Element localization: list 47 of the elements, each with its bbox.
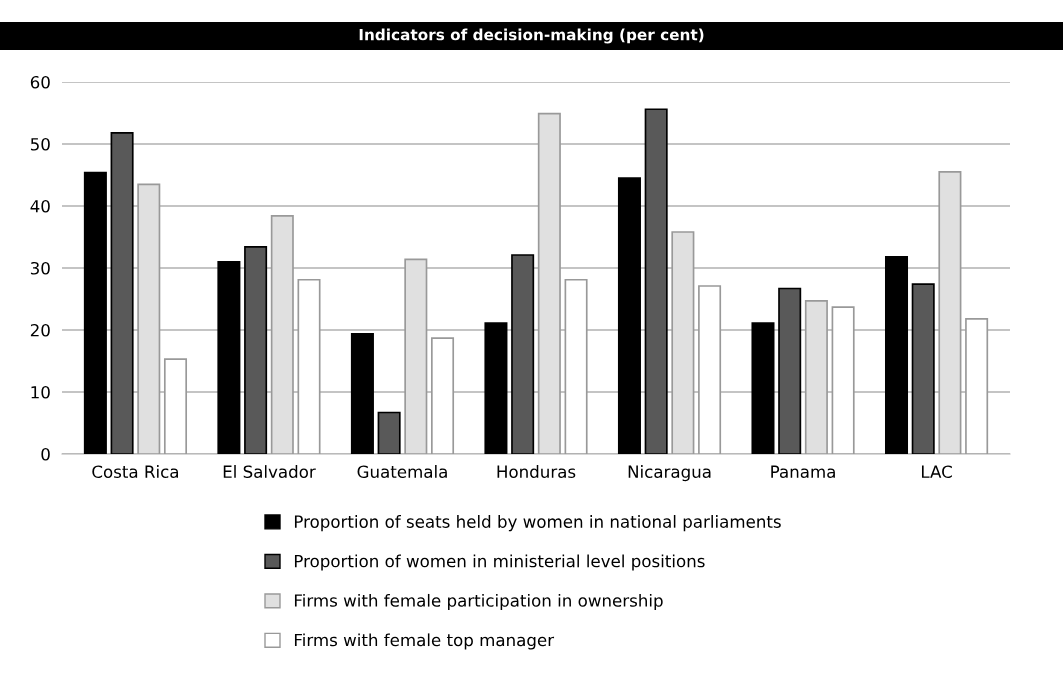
y-tick-label: 0: [41, 447, 50, 461]
bar: [110, 132, 134, 454]
bar: [83, 171, 107, 454]
bar: [671, 231, 695, 454]
bar: [297, 278, 321, 454]
bar: [698, 285, 722, 454]
bar: [938, 171, 962, 454]
bar: [431, 337, 455, 454]
bar: [270, 215, 294, 454]
bar: [244, 246, 268, 454]
x-tick-label: Honduras: [497, 465, 576, 479]
bar: [831, 306, 855, 454]
y-tick-label: 40: [30, 199, 50, 213]
bar: [377, 411, 401, 454]
bar: [137, 183, 161, 454]
bar: [163, 358, 188, 454]
bar: [884, 256, 909, 454]
bar: [217, 260, 241, 454]
bar: [350, 332, 374, 454]
x-tick-label: Panama: [771, 465, 835, 479]
bar: [751, 322, 775, 454]
bar: [965, 318, 989, 454]
legend-label: Firms with female top manager: [294, 633, 555, 650]
y-tick-label: 60: [30, 75, 50, 89]
bar: [404, 258, 428, 454]
bar: [911, 283, 935, 454]
y-tick-label: 30: [30, 261, 50, 275]
x-tick-label: Guatemala: [357, 465, 447, 479]
bar: [617, 177, 641, 454]
x-tick-label: Nicaragua: [628, 465, 711, 482]
bar: [778, 287, 802, 454]
bar: [564, 278, 588, 454]
legend-label: Proportion of women in ministerial level positions: [294, 554, 705, 571]
x-tick-label: El Salvador: [223, 465, 316, 479]
chart-title: Indicators of decision-making (per cent): [359, 28, 704, 44]
legend-label: Firms with female participation in ownership: [294, 593, 663, 611]
legend-label: Proportion of seats held by women in national parliaments: [294, 515, 781, 532]
x-tick-label: LAC: [921, 465, 952, 479]
y-tick-label: 50: [30, 137, 50, 151]
y-tick-label: 20: [30, 323, 50, 337]
bar: [511, 254, 535, 454]
x-tick-label: Costa Rica: [92, 465, 178, 479]
bar: [804, 300, 828, 454]
bar: [537, 112, 561, 454]
y-tick-label: 10: [31, 385, 50, 399]
bar: [644, 108, 668, 454]
bar: [484, 322, 508, 454]
